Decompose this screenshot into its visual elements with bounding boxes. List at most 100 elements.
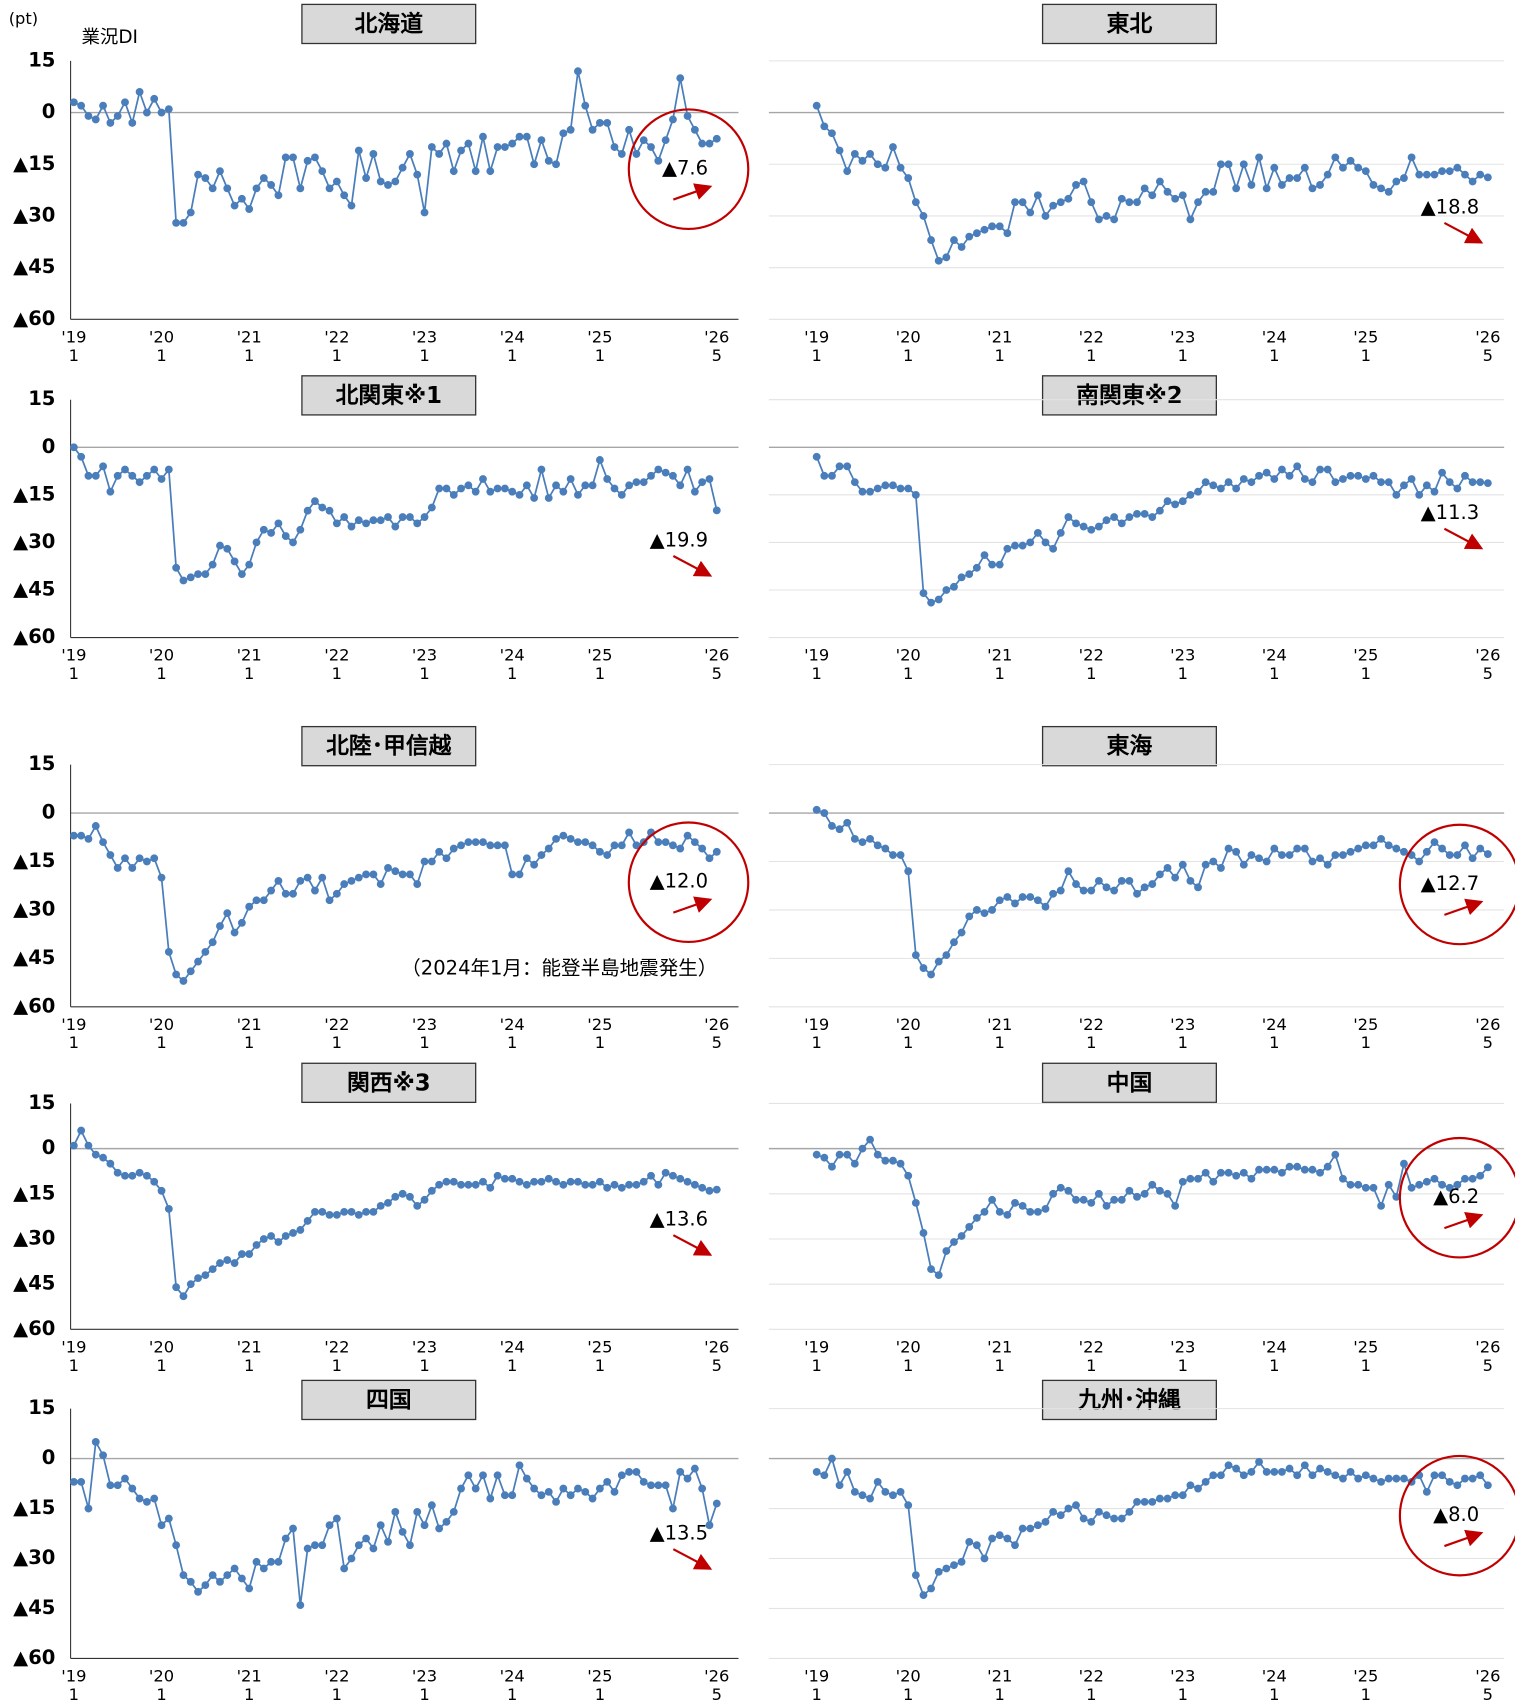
data-point bbox=[654, 1481, 663, 1490]
data-point bbox=[106, 851, 115, 859]
x-tick-label: 1 bbox=[69, 664, 79, 683]
data-point bbox=[581, 101, 590, 110]
series-line bbox=[816, 809, 1489, 976]
title-box bbox=[1041, 1062, 1217, 1104]
data-point bbox=[1209, 857, 1218, 866]
data-point bbox=[1117, 1514, 1126, 1523]
x-tick-label: '23 bbox=[412, 327, 437, 346]
data-point bbox=[1224, 478, 1233, 487]
data-point bbox=[1117, 519, 1126, 528]
data-point bbox=[479, 838, 487, 847]
x-tick-label: '19 bbox=[804, 327, 829, 346]
data-point bbox=[121, 1474, 129, 1483]
data-point bbox=[354, 1210, 363, 1219]
data-point bbox=[1400, 1159, 1408, 1168]
data-point bbox=[1003, 544, 1012, 553]
data-point bbox=[303, 1217, 312, 1225]
data-point bbox=[1247, 1467, 1256, 1476]
data-point bbox=[632, 1180, 641, 1189]
data-point bbox=[995, 222, 1004, 231]
data-point bbox=[1483, 850, 1492, 858]
x-tick-label: 1 bbox=[69, 1356, 79, 1375]
data-point bbox=[1087, 1198, 1096, 1207]
x-tick-label: 5 bbox=[1483, 664, 1493, 683]
data-point bbox=[113, 864, 122, 872]
data-point bbox=[1361, 475, 1370, 483]
data-point bbox=[1392, 844, 1401, 853]
data-point bbox=[1308, 857, 1317, 866]
data-point bbox=[1102, 883, 1111, 892]
data-point bbox=[289, 538, 297, 547]
data-point bbox=[1232, 184, 1241, 193]
y-tick-label: 0 bbox=[42, 801, 56, 824]
data-point bbox=[391, 867, 400, 876]
data-point bbox=[1377, 1477, 1385, 1486]
y-tick-label: 15 bbox=[28, 752, 55, 775]
x-tick-label: '24 bbox=[500, 1015, 525, 1034]
data-point bbox=[186, 1280, 195, 1289]
x-tick-label: 1 bbox=[1269, 346, 1279, 365]
data-point bbox=[186, 208, 195, 217]
data-point bbox=[296, 184, 305, 193]
data-point bbox=[705, 1521, 714, 1530]
data-point bbox=[1094, 1507, 1103, 1516]
data-point bbox=[669, 471, 677, 480]
data-point bbox=[493, 143, 502, 151]
data-point bbox=[1384, 1474, 1393, 1483]
data-point bbox=[1278, 1467, 1286, 1476]
data-point bbox=[965, 1223, 974, 1231]
data-point bbox=[632, 150, 641, 158]
data-point bbox=[1140, 1497, 1149, 1506]
data-point bbox=[1339, 163, 1347, 172]
data-point bbox=[391, 1507, 400, 1516]
data-point bbox=[1262, 1165, 1271, 1174]
data-point bbox=[1072, 181, 1080, 189]
data-point bbox=[889, 1156, 897, 1165]
data-point bbox=[544, 1487, 553, 1496]
x-tick-label: '19 bbox=[61, 1666, 86, 1685]
data-point bbox=[457, 484, 465, 493]
data-point bbox=[625, 481, 634, 490]
data-point bbox=[530, 160, 539, 169]
data-point bbox=[457, 841, 465, 850]
data-point bbox=[442, 1517, 451, 1526]
data-point bbox=[420, 513, 429, 521]
data-point bbox=[835, 146, 844, 155]
data-point bbox=[843, 1467, 852, 1476]
title-box bbox=[301, 375, 477, 416]
data-point bbox=[1354, 844, 1363, 853]
series-line bbox=[73, 1128, 717, 1298]
data-point bbox=[866, 150, 874, 158]
data-point bbox=[850, 834, 859, 843]
x-tick-label: 1 bbox=[1178, 664, 1188, 683]
x-tick-label: '19 bbox=[61, 646, 86, 665]
x-tick-label: '20 bbox=[896, 646, 921, 665]
data-point bbox=[889, 481, 897, 490]
data-point bbox=[1056, 528, 1065, 537]
data-point bbox=[457, 146, 465, 155]
series-line bbox=[73, 71, 718, 224]
x-tick-label: '21 bbox=[237, 1666, 262, 1685]
data-point bbox=[552, 1177, 560, 1186]
data-point bbox=[245, 205, 254, 213]
data-point bbox=[828, 471, 836, 480]
data-point bbox=[812, 1467, 821, 1476]
data-point bbox=[362, 174, 370, 182]
data-point bbox=[1392, 490, 1401, 499]
x-tick-label: '26 bbox=[1475, 1666, 1500, 1685]
data-point bbox=[850, 150, 859, 158]
data-point bbox=[544, 844, 553, 853]
x-tick-label: '21 bbox=[237, 1337, 262, 1356]
data-point bbox=[588, 481, 597, 490]
data-point bbox=[1026, 893, 1035, 901]
data-point bbox=[972, 229, 981, 238]
x-tick-label: '19 bbox=[61, 327, 86, 346]
data-point bbox=[201, 947, 210, 956]
data-point bbox=[1346, 1180, 1355, 1189]
x-tick-label: 1 bbox=[419, 346, 429, 365]
data-point bbox=[1163, 497, 1172, 506]
data-point bbox=[1247, 181, 1256, 189]
data-point bbox=[1293, 1162, 1302, 1171]
x-tick-label: 1 bbox=[69, 1685, 79, 1703]
data-point bbox=[866, 1135, 874, 1144]
